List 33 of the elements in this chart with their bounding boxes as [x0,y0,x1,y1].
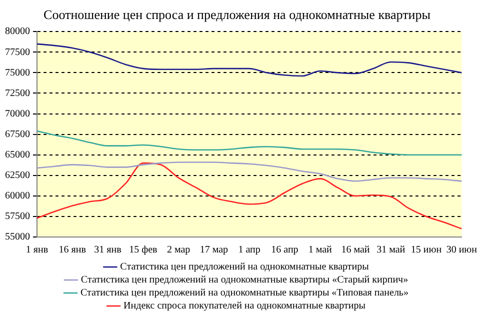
chart-title: Соотношение цен спроса и предложения на однокомнатные квартиры [44,7,431,22]
x-tick-label: 16 апр [271,244,298,256]
y-tick-label: 72500 [5,88,30,99]
line-series [36,162,462,182]
x-tick-label: 1 май [308,244,333,256]
x-tick-label: 31 май [376,244,406,256]
x-tick-label: 2 мар [166,244,190,256]
x-tick-label: 16 янв [58,244,86,256]
y-tick-label: 75000 [5,67,30,78]
x-tick-label: 1 янв [26,244,48,256]
y-tick-label: 65000 [5,149,30,160]
y-tick-label: 80000 [5,26,30,38]
x-tick-label: 15 фев [129,244,158,256]
y-tick-label: 70000 [5,108,30,120]
y-tick-label: 60000 [5,190,30,202]
x-tick-label: 15 июн [410,244,442,256]
y-tick-label: 62500 [5,170,30,182]
legend-label: Статистика цен предложений на однокомнатные квартиры [120,262,370,273]
x-tick-label: 31 янв [94,244,122,256]
x-tick-label: 30 июн [446,244,478,256]
y-tick-label: 57500 [5,211,30,222]
line-series [36,130,462,156]
line-series [36,43,462,77]
x-tick-label: 1 апр [238,244,260,256]
legend-label: Индекс спроса покупателей на однокомнатные квартиры [124,300,366,312]
x-tick-label: 16 май [341,244,370,256]
legend-label: Статистика цен предложений на однокомнатные квартиры «Старый кирпич» [80,274,408,286]
y-tick-label: 67500 [5,128,30,140]
line-series [36,162,462,230]
x-tick-label: 17 мар [200,244,228,256]
y-tick-label: 77500 [5,46,30,58]
y-tick-label: 55000 [5,232,30,243]
legend-label: Статистика цен предложений на однокомнатные квартиры «Типовая панель» [80,288,409,299]
